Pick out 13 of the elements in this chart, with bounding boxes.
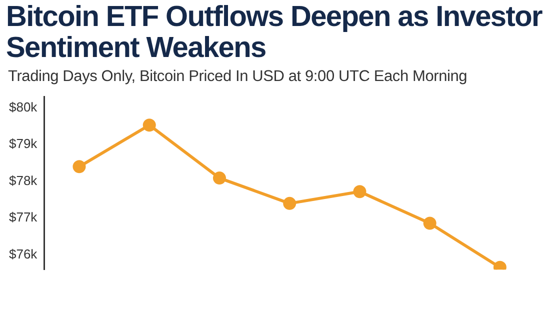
y-tick-label: $76k	[8, 246, 38, 262]
point	[353, 185, 366, 198]
y-tick-label: $78k	[8, 172, 38, 188]
chart-title: Bitcoin ETF Outflows Deepen as Investor Sentiment Weakens	[5, 0, 544, 64]
chart-subtitle: Trading Days Only, Bitcoin Priced In USD at 9:00 UTC Each Morning	[7, 67, 468, 86]
y-tick-label: $79k	[8, 136, 38, 152]
point	[423, 216, 436, 230]
y-tick-label: $80k	[8, 99, 38, 114]
point	[212, 172, 226, 185]
point	[72, 160, 86, 174]
point	[283, 196, 296, 210]
point	[142, 118, 156, 132]
y-tick-label: $77k	[8, 210, 38, 225]
